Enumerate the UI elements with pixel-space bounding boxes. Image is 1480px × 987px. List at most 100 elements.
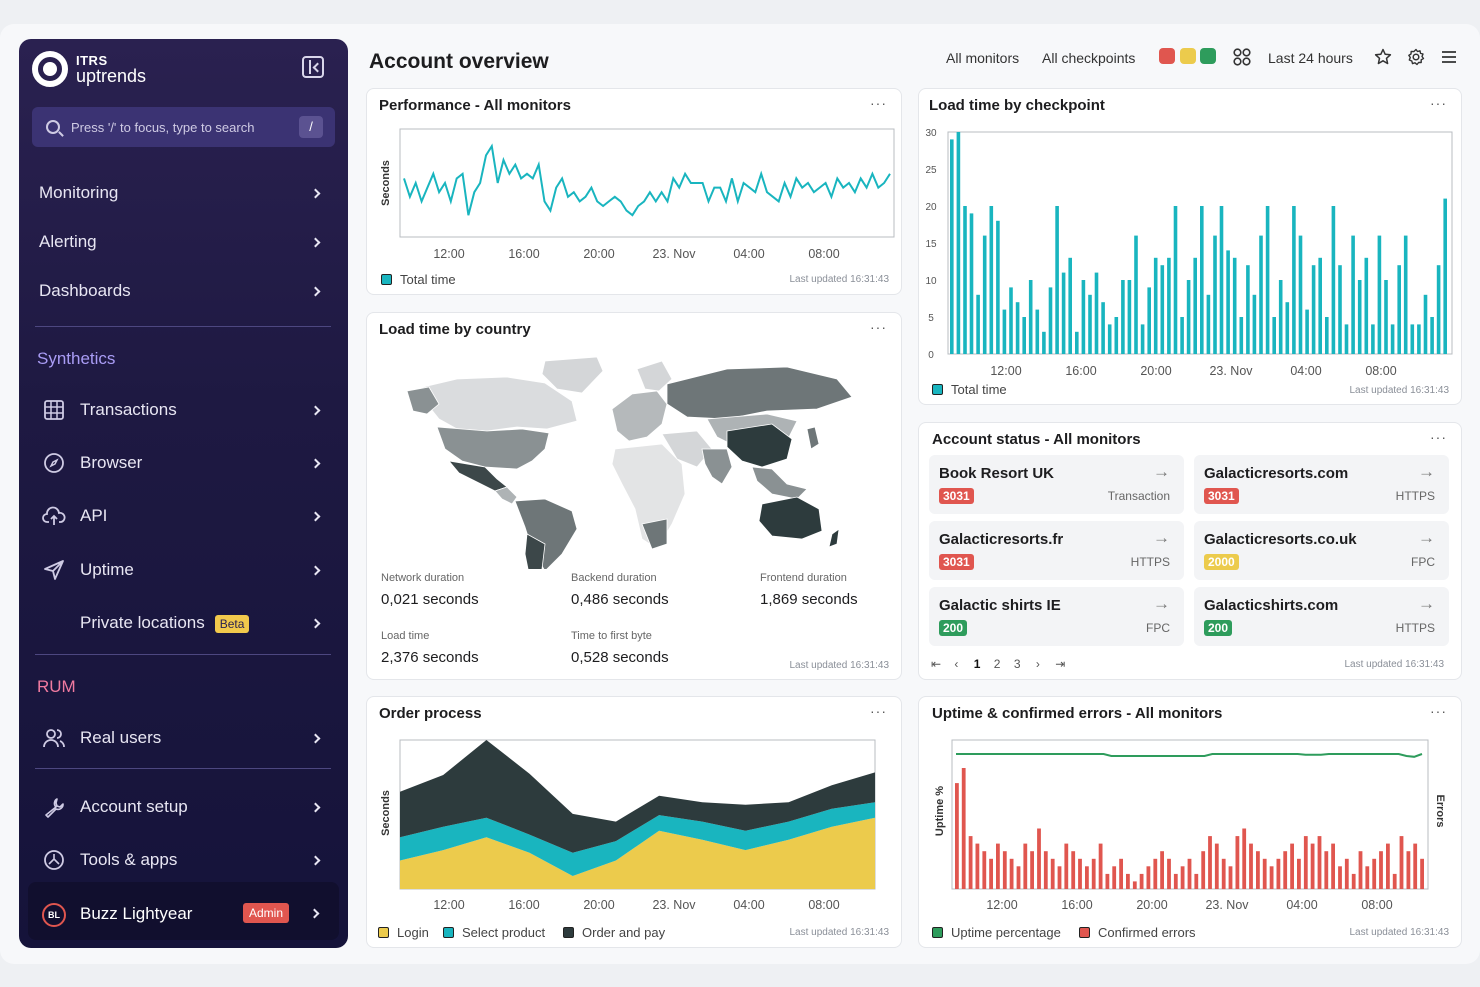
legend-swatch [932,927,943,938]
error-bar [1290,843,1294,889]
status-filter-ok[interactable] [1200,48,1216,64]
more-options-icon[interactable]: ··· [1430,429,1447,445]
card-load-country: Load time by country ··· Network duratio… [366,312,902,680]
arrow-right-icon: → [1418,594,1435,613]
nav-label: Dashboards [39,281,131,300]
plot-area [399,128,895,238]
region-usa [436,426,550,470]
page-link[interactable]: 2 [993,657,1001,671]
checkpoint-bar [1436,265,1441,354]
x-tick-label: 23. Nov [652,898,696,912]
nav-browser[interactable]: Browser [19,443,348,483]
monitor-tile[interactable]: Galacticresorts.co.uk → 2000 FPC [1194,521,1449,580]
more-options-icon[interactable]: ··· [870,703,887,719]
error-bar [1009,858,1014,890]
legend-item[interactable]: Select product [443,925,545,940]
x-tick-label: 23. Nov [1209,364,1253,378]
error-bar [1208,836,1212,889]
search-placeholder: Press '/' to focus, type to search [71,119,255,135]
nav-api[interactable]: API [19,496,348,536]
last-page-icon[interactable]: ⇥ [1055,657,1066,671]
filter-all-checkpoints[interactable]: All checkpoints [1042,50,1136,66]
grid-icon[interactable] [1233,48,1251,71]
error-bar [1399,836,1404,889]
more-options-icon[interactable]: ··· [1430,703,1447,719]
status-badge: 3031 [939,554,974,570]
y-tick-label: 0 [928,350,934,361]
legend-item[interactable]: Confirmed errors [1079,925,1196,940]
checkpoint-bar [1055,206,1059,354]
error-bar [1386,843,1390,889]
nav-account-setup[interactable]: Account setup [19,787,348,827]
more-options-icon[interactable]: ··· [870,319,887,335]
x-tick-label: 12:00 [986,898,1017,912]
x-tick-label: 04:00 [733,898,764,912]
x-tick-label: 20:00 [583,898,614,912]
nav-private-locations[interactable]: Private locations Beta [19,603,348,643]
x-tick-label: 08:00 [808,898,839,912]
error-bar [1064,843,1069,889]
star-icon[interactable] [1374,48,1392,71]
error-bar [1112,866,1117,889]
filter-all-monitors[interactable]: All monitors [946,50,1020,66]
error-bar [1002,851,1007,889]
search-input[interactable]: Press '/' to focus, type to search / [32,107,335,147]
collapse-sidebar-icon[interactable] [302,56,324,78]
monitor-tile[interactable]: Galacticresorts.fr → 3031 HTTPS [929,521,1184,580]
checkpoint-bar [1390,324,1395,354]
logo[interactable]: ITRS uptrends [32,51,146,87]
metric-label: Frontend duration [760,572,847,584]
page-link[interactable]: 1 [973,657,981,671]
chevron-right-icon [310,802,321,812]
status-filter-warning[interactable] [1180,48,1196,64]
legend-item[interactable]: Uptime percentage [932,925,1061,940]
region-scandinavia [636,360,673,392]
page-link[interactable]: 3 [1013,657,1021,671]
monitor-tile[interactable]: Galactic shirts IE → 200 FPC [929,587,1184,646]
monitor-tile[interactable]: Galacticresorts.com → 3031 HTTPS [1194,455,1449,514]
next-page-icon[interactable]: › [1035,657,1040,671]
error-bar [1050,858,1055,890]
arrow-right-icon: → [1153,528,1170,547]
checkpoint-bar [950,139,954,354]
monitor-tile[interactable]: Galacticshirts.com → 200 HTTPS [1194,587,1449,646]
checkpoint-bar [1219,206,1224,354]
nav-label: Account setup [80,797,188,816]
error-bar [1194,873,1199,889]
nav-transactions[interactable]: Transactions [19,390,348,430]
nav-tools-apps[interactable]: Tools & apps [19,840,348,880]
checkpoint-bar [969,213,974,354]
nav-real-users[interactable]: Real users [19,718,348,758]
nav-monitoring[interactable]: Monitoring [19,173,348,213]
monitor-tile[interactable]: Book Resort UK → 3031 Transaction [929,455,1184,514]
legend-item[interactable]: Total time [381,272,456,287]
status-filter-error[interactable] [1159,48,1175,64]
legend-item[interactable]: Login [378,925,429,940]
nav-alerting[interactable]: Alerting [19,222,348,262]
more-options-icon[interactable]: ··· [870,95,887,111]
time-range-select[interactable]: Last 24 hours [1268,50,1353,66]
first-page-icon[interactable]: ⇤ [931,657,942,671]
menu-icon[interactable] [1440,50,1458,69]
prev-page-icon[interactable]: ‹ [954,657,959,671]
card-account-status: Account status - All monitors ··· Book R… [918,422,1462,680]
divider [35,326,331,327]
nav-dashboards[interactable]: Dashboards [19,271,348,311]
card-title: Account status - All monitors [932,431,1141,448]
legend-item[interactable]: Total time [932,382,1007,397]
legend-item[interactable]: Order and pay [563,925,665,940]
error-bar [1249,843,1253,889]
world-map[interactable] [367,349,903,569]
nav-uptime[interactable]: Uptime [19,550,348,590]
x-tick-label: 23. Nov [652,247,696,261]
gear-icon[interactable] [1407,48,1425,71]
user-menu[interactable]: BL Buzz Lightyear Admin [28,882,339,940]
y-tick-label: 10 [925,276,937,287]
y-tick-label: 5 [928,313,934,324]
more-options-icon[interactable]: ··· [1430,95,1447,111]
error-bar [1406,851,1411,889]
checkpoint-bar [1022,317,1026,354]
checkpoint-bar [1180,317,1184,354]
error-bar [1228,866,1233,889]
brand-line2: uptrends [76,65,147,86]
